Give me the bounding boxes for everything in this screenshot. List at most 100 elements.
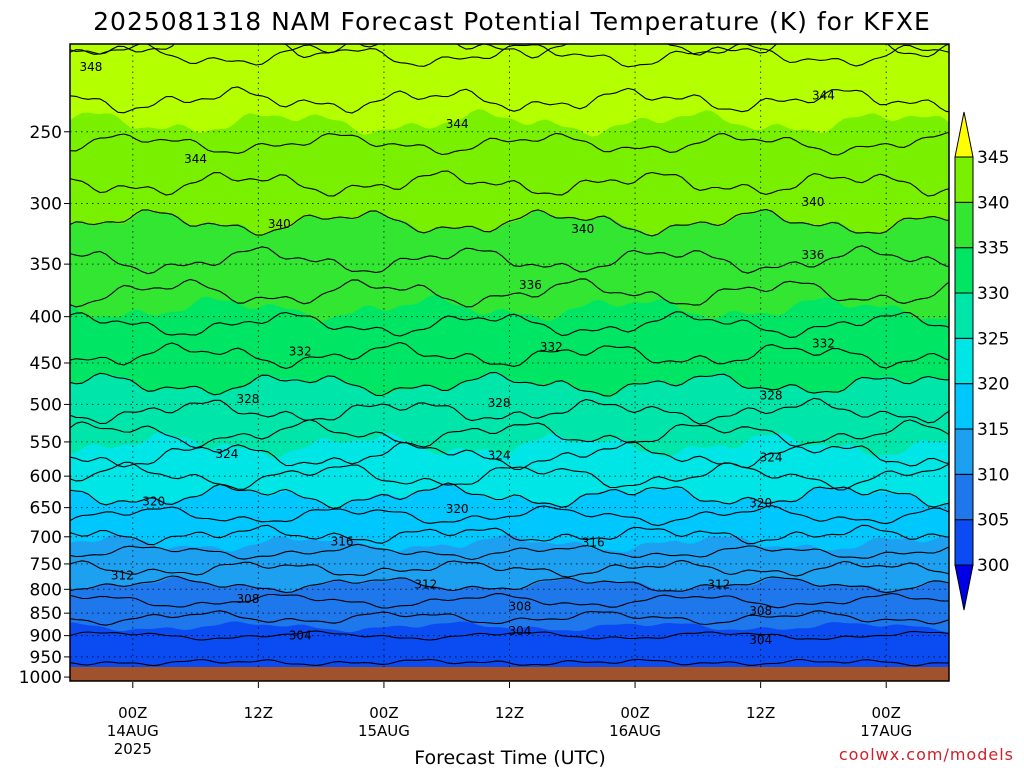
contour-label-332: 332 (812, 336, 835, 350)
contour-label-308: 308 (749, 604, 772, 618)
contour-label-text: 316 (331, 534, 354, 548)
y-tick-label: 450 (30, 354, 62, 374)
contour-label-336: 336 (802, 248, 825, 262)
y-tick-label: 850 (30, 604, 62, 624)
y-tick-label: 350 (30, 255, 62, 275)
colorbar-label: 330 (977, 284, 1009, 304)
contour-label-332: 332 (289, 344, 312, 358)
contour-label-304: 304 (289, 629, 312, 643)
colorbar-label: 345 (977, 148, 1009, 168)
contour-label-304: 304 (749, 633, 772, 647)
contour-label-text: 308 (509, 600, 532, 614)
contour-320 (70, 482, 949, 510)
contour-label-340: 340 (802, 195, 825, 209)
contour-label-308: 308 (509, 600, 532, 614)
contour-314 (70, 543, 949, 561)
contour-308 (70, 592, 949, 609)
contour-324 (70, 440, 949, 471)
x-axis-label: Forecast Time (UTC) (414, 747, 605, 768)
x-tick-label: 12Z (746, 704, 775, 722)
contour-326 (70, 419, 949, 449)
colorbar-segment (954, 337, 974, 385)
colorbar-label: 305 (977, 511, 1009, 531)
contour-label-324: 324 (488, 448, 511, 462)
colorbar-segment (954, 383, 974, 430)
contour-label-316: 316 (331, 534, 354, 548)
colorbar-label: 300 (977, 556, 1009, 576)
x-tick-label: 2025 (114, 740, 152, 758)
contour-304 (70, 630, 949, 641)
contour-label-304: 304 (509, 624, 532, 638)
contour-label-text: 320 (446, 502, 469, 516)
contour-label-text: 328 (236, 392, 259, 406)
y-tick-label: 900 (30, 627, 62, 647)
y-tick-label: 800 (30, 580, 62, 600)
contour-label-text: 304 (509, 624, 532, 638)
x-tick-label: 00Z (118, 704, 147, 722)
contour-312 (70, 559, 949, 578)
y-axis-pressure: 250 300 350 400 450 500 550 600 650 700 750 800 850 9… (19, 123, 70, 688)
y-tick-label: 400 (30, 308, 62, 328)
colorbar-label: 315 (977, 420, 1009, 440)
x-tick-label: 12Z (495, 704, 524, 722)
contour-label-text: 312 (111, 568, 134, 582)
contour-label-344: 344 (446, 117, 469, 131)
contour-label-312: 312 (707, 577, 730, 591)
contour-label-text: 324 (760, 450, 783, 464)
colorbar-label: 340 (977, 193, 1009, 213)
colorbar-label: 335 (977, 239, 1009, 259)
contour-328 (70, 397, 949, 425)
contour-336 (70, 278, 949, 308)
contour-label-320: 320 (142, 495, 165, 509)
contour-334 (70, 311, 949, 338)
y-tick-label: 300 (30, 194, 62, 214)
contour-label-320: 320 (749, 496, 772, 510)
contour-label-308: 308 (236, 592, 259, 606)
y-tick-label: 700 (30, 528, 62, 548)
contour-label-324: 324 (216, 447, 239, 461)
contour-label-340: 340 (268, 217, 291, 231)
y-tick-label: 250 (30, 123, 62, 143)
contour-label-328: 328 (760, 389, 783, 403)
colorbar-bottom-arrow (954, 564, 974, 611)
contour-label-text: 320 (142, 495, 165, 509)
contour-label-328: 328 (236, 392, 259, 406)
contour-340 (70, 208, 949, 237)
x-tick-label: 14AUG (107, 722, 159, 740)
y-tick-label: 550 (30, 433, 62, 453)
colorbar-top-arrow (954, 111, 974, 158)
contour-label-text: 304 (749, 633, 772, 647)
colorbar-segment (954, 428, 974, 475)
contour-label-312: 312 (414, 577, 437, 591)
contour-label-312: 312 (111, 568, 134, 582)
contour-labels: 348 344 344 344 340 340 340 336 336 332 332 332 328 3… (79, 60, 835, 647)
colorbar-label: 310 (977, 465, 1009, 485)
x-tick-label: 00Z (620, 704, 649, 722)
band-above-345 (70, 44, 949, 681)
plot-area: 348 344 344 344 340 340 340 336 336 332 332 332 328 3… (69, 43, 950, 682)
contour-label-text: 304 (289, 629, 312, 643)
x-tick-label: 00Z (369, 704, 398, 722)
x-tick-label: 16AUG (609, 722, 661, 740)
contour-306 (70, 610, 949, 626)
grid-lines (70, 44, 949, 681)
contour-label-text: 336 (802, 248, 825, 262)
contour-330 (70, 371, 949, 397)
y-tick-label: 750 (30, 555, 62, 575)
colorbar-segment (954, 519, 974, 566)
contour-label-text: 344 (184, 152, 207, 166)
contour-label-text: 348 (79, 60, 102, 74)
chart-title: 2025081318 NAM Forecast Potential Temper… (93, 7, 931, 36)
ground-strip (70, 667, 949, 681)
colorbar-label: 325 (977, 329, 1009, 349)
contour-label-text: 316 (582, 535, 605, 549)
x-tick-label: 17AUG (860, 722, 912, 740)
contour-label-320: 320 (446, 502, 469, 516)
contour-label-344: 344 (812, 89, 835, 103)
contour-label-344: 344 (184, 152, 207, 166)
y-tick-label: 950 (30, 648, 62, 668)
contour-label-332: 332 (540, 340, 563, 354)
contour-label-text: 336 (519, 278, 542, 292)
